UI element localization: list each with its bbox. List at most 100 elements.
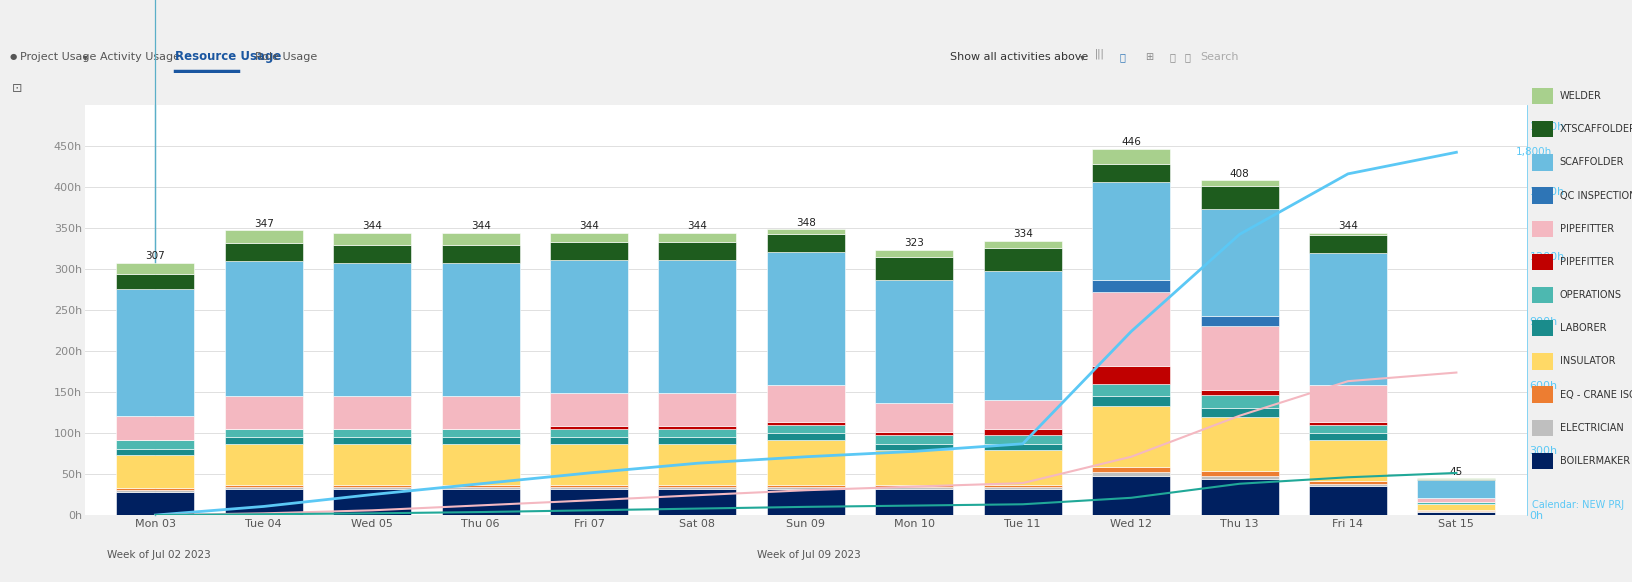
- Text: ⊞: ⊞: [1144, 52, 1152, 62]
- Text: 307: 307: [145, 251, 165, 261]
- Text: WELDER: WELDER: [1559, 91, 1601, 101]
- Bar: [333, 443, 411, 485]
- Bar: [441, 485, 519, 487]
- Text: ●: ●: [10, 52, 18, 61]
- Bar: [875, 281, 953, 403]
- Bar: [1417, 502, 1495, 503]
- Bar: [1309, 425, 1386, 433]
- Text: 348: 348: [795, 218, 816, 228]
- Bar: [982, 485, 1061, 487]
- Bar: [333, 245, 411, 263]
- Bar: [550, 393, 628, 425]
- Bar: [1417, 505, 1495, 510]
- Bar: [1200, 389, 1278, 395]
- Bar: [982, 400, 1061, 429]
- Text: EQ - CRANE ISOOT: EQ - CRANE ISOOT: [1559, 389, 1632, 400]
- Bar: [333, 429, 411, 437]
- Text: Calendar: NEW PRJ: Calendar: NEW PRJ: [1531, 500, 1622, 510]
- Text: Resource Usage: Resource Usage: [175, 50, 281, 63]
- Bar: [333, 489, 411, 515]
- Bar: [1309, 385, 1386, 421]
- Bar: [767, 233, 844, 251]
- Bar: [225, 230, 302, 243]
- Text: 347: 347: [253, 219, 274, 229]
- Bar: [767, 425, 844, 433]
- Bar: [1417, 511, 1495, 512]
- Bar: [1200, 180, 1278, 186]
- Bar: [225, 489, 302, 515]
- Text: 🔍: 🔍: [1185, 52, 1190, 62]
- Bar: [1200, 315, 1278, 325]
- Bar: [658, 485, 736, 487]
- Bar: [441, 396, 519, 429]
- Bar: [333, 487, 411, 489]
- Bar: [1200, 209, 1278, 315]
- Bar: [1417, 498, 1495, 502]
- Bar: [982, 429, 1061, 435]
- Bar: [1092, 396, 1170, 406]
- Text: XTSCAFFOLDER: XTSCAFFOLDER: [1559, 124, 1632, 134]
- Bar: [116, 488, 194, 491]
- Text: 344: 344: [470, 221, 490, 231]
- Text: 408: 408: [1229, 169, 1248, 179]
- Bar: [116, 263, 194, 274]
- Text: |||: |||: [1095, 48, 1105, 59]
- Text: Project Usage: Project Usage: [20, 52, 96, 62]
- Bar: [1200, 479, 1278, 515]
- Bar: [550, 487, 628, 489]
- Bar: [767, 251, 844, 385]
- Bar: [982, 435, 1061, 443]
- Bar: [333, 485, 411, 487]
- Bar: [658, 429, 736, 437]
- Bar: [982, 489, 1061, 515]
- Bar: [550, 443, 628, 485]
- Bar: [767, 439, 844, 485]
- Bar: [875, 257, 953, 281]
- Bar: [982, 271, 1061, 400]
- Text: Search: Search: [1200, 52, 1237, 62]
- Text: 323: 323: [904, 239, 924, 249]
- Bar: [982, 487, 1061, 489]
- Bar: [1092, 475, 1170, 515]
- Text: INSULATOR: INSULATOR: [1559, 356, 1614, 367]
- Bar: [767, 489, 844, 515]
- Bar: [1309, 484, 1386, 487]
- Bar: [658, 242, 736, 260]
- Bar: [658, 437, 736, 443]
- Bar: [1092, 182, 1170, 281]
- Bar: [1200, 475, 1278, 479]
- Bar: [116, 416, 194, 441]
- Bar: [982, 241, 1061, 249]
- Bar: [116, 492, 194, 515]
- Bar: [225, 487, 302, 489]
- Bar: [875, 450, 953, 485]
- Text: 🔲: 🔲: [1120, 52, 1124, 62]
- Text: Role Usage: Role Usage: [255, 52, 317, 62]
- Text: ▾: ▾: [83, 52, 88, 62]
- Bar: [1092, 149, 1170, 164]
- Bar: [767, 421, 844, 425]
- Bar: [225, 443, 302, 485]
- Bar: [1309, 487, 1386, 515]
- Bar: [875, 403, 953, 432]
- Bar: [1200, 471, 1278, 475]
- Bar: [225, 396, 302, 429]
- Bar: [875, 250, 953, 257]
- Text: QC INSPECTION: QC INSPECTION: [1559, 190, 1632, 201]
- Bar: [1417, 512, 1495, 515]
- Bar: [441, 487, 519, 489]
- Bar: [1092, 365, 1170, 384]
- Bar: [116, 449, 194, 455]
- Bar: [875, 489, 953, 515]
- Bar: [550, 489, 628, 515]
- Text: 344: 344: [687, 221, 707, 231]
- Bar: [333, 263, 411, 396]
- Bar: [550, 242, 628, 260]
- Bar: [1417, 479, 1495, 480]
- Text: 🔧: 🔧: [1169, 52, 1175, 62]
- Bar: [1309, 433, 1386, 439]
- Text: ▾: ▾: [1079, 52, 1084, 62]
- Bar: [658, 487, 736, 489]
- Bar: [1092, 473, 1170, 475]
- Text: PIPEFITTER: PIPEFITTER: [1559, 223, 1612, 234]
